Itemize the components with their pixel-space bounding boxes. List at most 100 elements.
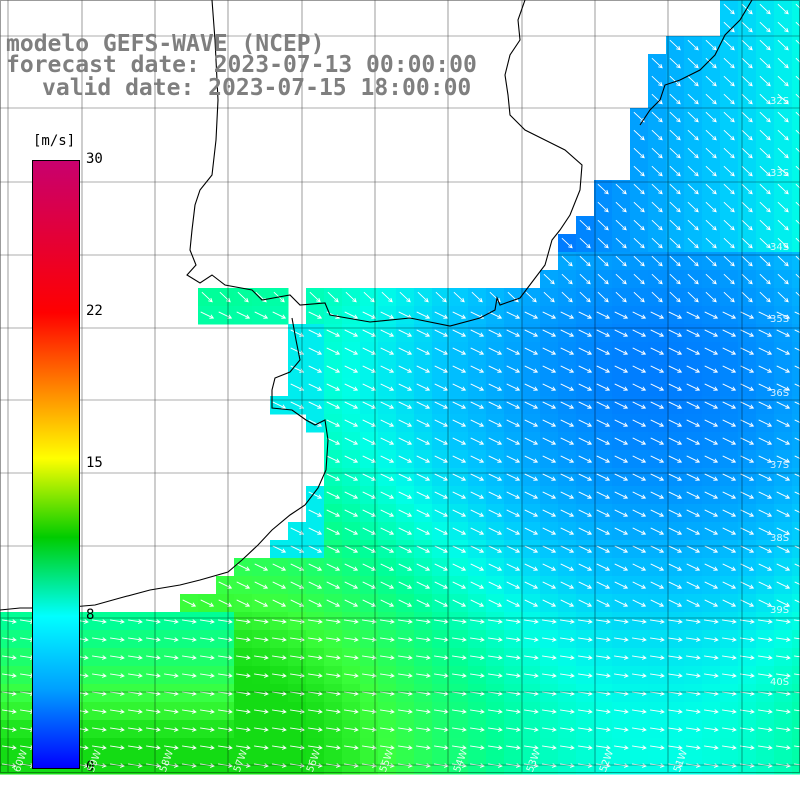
- wind-arrow: [164, 691, 179, 696]
- wind-arrow: [470, 637, 485, 642]
- wind-arrow: [794, 437, 800, 442]
- wind-arrow: [758, 727, 773, 732]
- wind-speed-cell: [792, 702, 800, 721]
- wind-arrow: [200, 637, 215, 642]
- wind-arrow: [578, 509, 593, 517]
- wind-arrow: [759, 21, 771, 33]
- wind-arrow: [488, 545, 503, 553]
- wind-arrow: [110, 745, 125, 750]
- wind-arrow: [794, 655, 800, 658]
- wind-arrow: [596, 509, 611, 517]
- wind-arrow: [669, 291, 681, 303]
- wind-arrow: [398, 473, 413, 481]
- wind-arrow: [596, 437, 611, 445]
- wind-arrow: [272, 311, 287, 319]
- wind-arrow: [524, 347, 539, 355]
- wind-arrow: [362, 473, 377, 481]
- wind-arrow: [758, 563, 773, 571]
- wind-arrow: [524, 473, 539, 481]
- wind-arrow: [777, 39, 789, 51]
- wind-arrow: [740, 455, 755, 463]
- wind-arrow: [776, 383, 791, 391]
- wind-arrow: [632, 673, 647, 678]
- wind-arrow: [470, 509, 485, 517]
- wind-arrow: [578, 329, 593, 337]
- wind-arrow: [668, 637, 683, 642]
- wind-arrow: [705, 273, 717, 285]
- wind-arrow: [705, 183, 717, 195]
- wind-arrow: [542, 655, 557, 660]
- wind-arrow: [704, 401, 719, 409]
- wind-arrow: [686, 691, 701, 696]
- wind-arrow: [632, 365, 647, 373]
- wind-arrow: [740, 437, 755, 445]
- wind-arrow: [615, 255, 627, 267]
- wind-arrow: [506, 509, 521, 517]
- wind-arrow: [2, 727, 17, 732]
- wind-arrow: [470, 473, 485, 481]
- wind-arrow: [795, 129, 800, 135]
- lat-label: 33S: [770, 168, 790, 179]
- wind-arrow: [362, 455, 377, 463]
- wind-arrow: [380, 563, 395, 571]
- wind-arrow: [597, 273, 609, 285]
- wind-arrow: [704, 473, 719, 481]
- wind-arrow: [561, 237, 573, 249]
- wind-arrow: [651, 129, 663, 141]
- wind-arrow: [362, 527, 377, 535]
- wind-arrow: [741, 39, 753, 51]
- wind-arrow: [668, 599, 683, 607]
- wind-arrow: [380, 745, 395, 750]
- wind-arrow: [92, 727, 107, 732]
- wind-arrow: [758, 599, 773, 607]
- wind-arrow: [362, 365, 377, 373]
- wind-arrow: [777, 201, 789, 213]
- wind-arrow: [687, 237, 699, 249]
- wind-arrow: [795, 21, 800, 27]
- wind-arrow: [723, 255, 735, 267]
- wind-arrow: [272, 563, 287, 571]
- wind-arrow: [632, 347, 647, 355]
- wind-arrow: [740, 527, 755, 535]
- wind-arrow: [308, 311, 323, 319]
- colorbar-tick-8: 8: [86, 607, 95, 623]
- colorbar: [32, 160, 80, 769]
- wind-arrow: [758, 691, 773, 696]
- wind-arrow: [776, 311, 791, 319]
- wind-arrow: [795, 165, 800, 171]
- wind-arrow: [723, 147, 735, 159]
- wind-arrow: [632, 709, 647, 714]
- wind-arrow: [758, 311, 773, 319]
- wind-arrow: [416, 455, 431, 463]
- wind-arrow: [92, 745, 107, 750]
- wind-arrow: [380, 581, 395, 589]
- wind-arrow: [362, 745, 377, 750]
- wind-arrow: [398, 347, 413, 355]
- wind-arrow: [722, 311, 737, 319]
- wind-arrow: [326, 563, 341, 571]
- wind-arrow: [362, 599, 377, 607]
- wind-arrow: [380, 311, 395, 319]
- wind-arrow: [705, 75, 717, 87]
- wind-arrow: [596, 311, 611, 319]
- wind-arrow: [722, 709, 737, 714]
- wind-arrow: [452, 365, 467, 373]
- wind-arrow: [488, 599, 503, 607]
- wind-speed-cell: [792, 0, 800, 19]
- wind-arrow: [686, 599, 701, 607]
- wind-arrow: [362, 673, 377, 678]
- wind-arrow: [362, 563, 377, 571]
- wind-arrow: [254, 311, 269, 319]
- wind-arrow: [668, 437, 683, 445]
- wind-arrow: [740, 311, 755, 319]
- wind-arrow: [741, 93, 753, 105]
- wind-arrow: [416, 545, 431, 553]
- wind-arrow: [542, 691, 557, 696]
- lat-label: 37S: [770, 460, 790, 471]
- wind-arrow: [272, 709, 287, 714]
- wind-speed-cell: [792, 414, 800, 433]
- wind-arrow: [326, 509, 341, 517]
- wind-arrow: [380, 673, 395, 678]
- wind-arrow: [344, 637, 359, 642]
- wind-arrow: [578, 455, 593, 463]
